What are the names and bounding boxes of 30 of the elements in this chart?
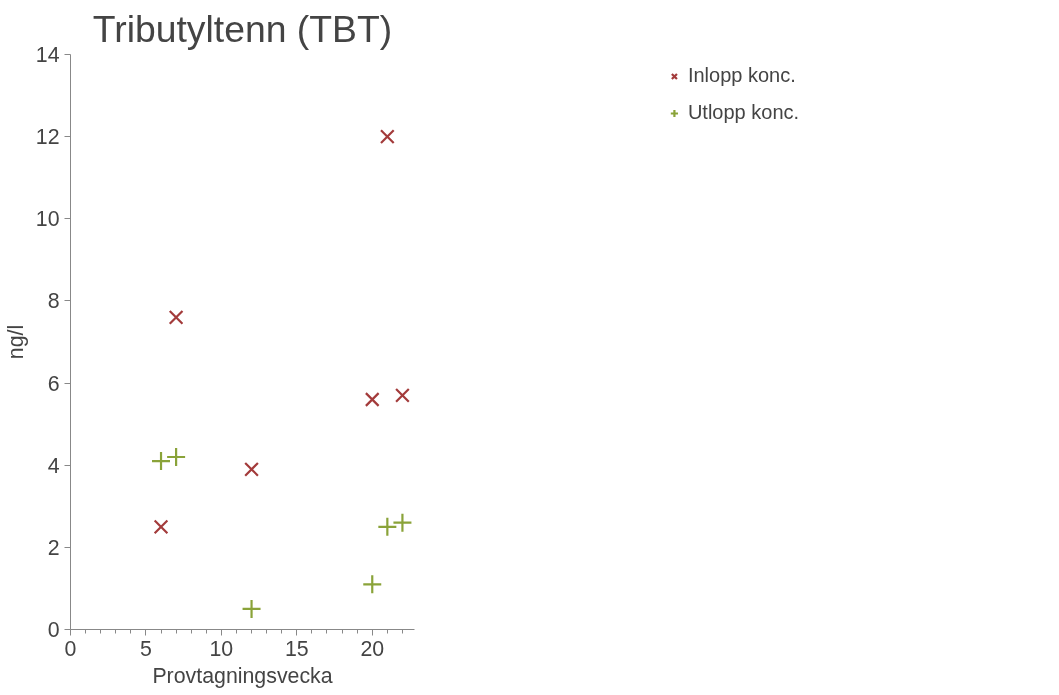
point [166, 446, 187, 468]
point [244, 461, 260, 477]
x-tick-label: 0 [64, 636, 77, 661]
y-tick-label: 12 [35, 125, 60, 150]
chart-title: Tributyltenn (TBT) [92, 7, 393, 50]
y-tick-label: 0 [47, 618, 60, 642]
point [150, 451, 172, 472]
point [379, 129, 395, 145]
point [362, 574, 383, 595]
x-tick-label: 5 [140, 636, 152, 661]
x-tick-label: 20 [360, 636, 385, 661]
point [377, 516, 398, 537]
point [153, 519, 169, 535]
point [392, 512, 413, 533]
x-tick-label: 15 [284, 636, 309, 661]
legend-label: Utlopp konc. [687, 101, 800, 124]
x-tick-label: 10 [209, 636, 234, 661]
point [241, 598, 262, 620]
y-axis-title: ng/l [3, 324, 28, 360]
y-tick-label: 4 [47, 453, 60, 478]
y-tick-label: 2 [47, 535, 60, 560]
point [364, 392, 380, 407]
point [168, 309, 184, 325]
point [394, 387, 410, 403]
y-tick-label: 14 [35, 43, 60, 67]
y-tick-label: 10 [35, 207, 60, 232]
y-tick-label: 6 [47, 371, 60, 396]
y-tick-label: 8 [47, 289, 60, 314]
legend-label: Inlopp konc. [687, 64, 796, 87]
x-axis-title: Provtagningsvecka [152, 663, 333, 688]
